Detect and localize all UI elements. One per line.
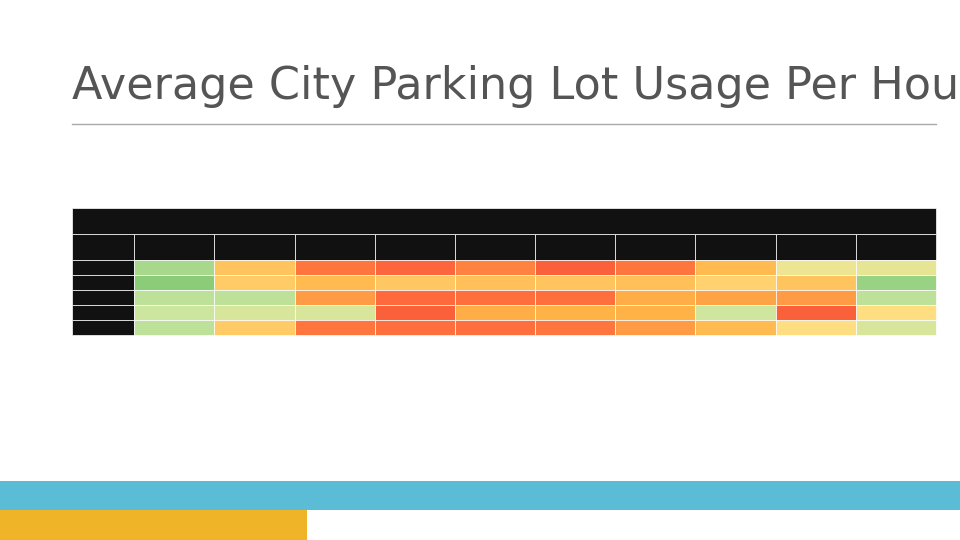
Text: Total: Total: [89, 322, 116, 332]
Text: 6:00 - 6:30 am: 6:00 - 6:30 am: [786, 242, 845, 251]
Text: 80%: 80%: [404, 307, 425, 318]
Text: 53%: 53%: [244, 277, 265, 287]
Text: 61%: 61%: [645, 292, 666, 302]
Text: 55%: 55%: [564, 277, 586, 287]
Text: 56%: 56%: [644, 277, 666, 287]
Text: 27%: 27%: [163, 292, 185, 302]
Text: 73%: 73%: [324, 262, 346, 272]
Text: 60%: 60%: [645, 307, 666, 318]
Text: 65%: 65%: [805, 292, 827, 302]
Text: 34%: 34%: [884, 322, 907, 332]
Text: 80%: 80%: [564, 262, 586, 272]
Text: 63%: 63%: [725, 292, 746, 302]
Text: City Hall: City Hall: [83, 307, 124, 318]
Text: 58%: 58%: [324, 277, 346, 287]
Text: 17%: 17%: [885, 277, 906, 287]
Text: 73%: 73%: [644, 262, 666, 272]
Text: Durkee: Durkee: [85, 262, 121, 272]
Text: 21%: 21%: [163, 262, 185, 272]
Text: 74%: 74%: [484, 322, 507, 332]
Text: 47%: 47%: [885, 307, 906, 318]
Text: 1:00 - 1:30 pm: 1:00 - 1:30 pm: [466, 242, 524, 251]
Text: 74%: 74%: [564, 292, 586, 302]
Text: 27%: 27%: [244, 292, 265, 302]
Text: 8:00 - 8:30 am: 8:00 - 8:30 am: [226, 242, 284, 251]
Text: 73%: 73%: [323, 322, 347, 332]
Text: Average City Parking Lot Usage Per Hour: Average City Parking Lot Usage Per Hour: [72, 65, 960, 108]
Text: 58%: 58%: [724, 322, 747, 332]
Text: 54%: 54%: [404, 277, 425, 287]
Text: 74%: 74%: [403, 322, 426, 332]
Text: 53%: 53%: [243, 322, 266, 332]
Text: Court: Court: [89, 292, 116, 302]
Text: 34%: 34%: [244, 307, 265, 318]
Text: 10:00 - 10:30 am: 10:00 - 10:30 am: [300, 242, 369, 251]
Text: 12:00 - 12:30 pm: 12:00 - 12:30 pm: [380, 242, 449, 251]
Text: 70%: 70%: [484, 262, 506, 272]
Text: 65%: 65%: [644, 322, 667, 332]
Text: 38%: 38%: [885, 262, 906, 272]
Text: 77%: 77%: [404, 262, 425, 272]
Text: 74%: 74%: [484, 292, 506, 302]
Text: 55%: 55%: [244, 262, 265, 272]
Text: 27%: 27%: [162, 322, 186, 332]
Text: 47%: 47%: [804, 322, 828, 332]
Text: 55%: 55%: [804, 277, 827, 287]
Text: 80%: 80%: [805, 307, 827, 318]
Text: 58%: 58%: [725, 262, 746, 272]
Text: 75%: 75%: [404, 292, 425, 302]
Text: Broad: Broad: [89, 277, 117, 287]
Text: 13%: 13%: [163, 277, 185, 287]
Text: 65%: 65%: [324, 292, 346, 302]
Text: 60%: 60%: [564, 307, 586, 318]
Text: 5:00 - 5:30 am: 5:00 - 5:30 am: [145, 242, 204, 251]
Text: 7:00 - 7:30 pm: 7:00 - 7:30 pm: [867, 242, 925, 251]
Text: 3:00 - 3:30 pm: 3:00 - 3:30 pm: [626, 242, 684, 251]
Text: 73%: 73%: [564, 322, 587, 332]
Text: 51%: 51%: [725, 277, 746, 287]
Text: 56%: 56%: [484, 277, 506, 287]
Text: 32%: 32%: [725, 307, 746, 318]
Text: 40%: 40%: [805, 262, 827, 272]
Text: 4:00 - 4:30 pm: 4:00 - 4:30 pm: [707, 242, 765, 251]
Text: 2:00 - 2:30 pm: 2:00 - 2:30 pm: [545, 242, 605, 251]
Text: 34%: 34%: [324, 307, 346, 318]
Text: Average Weekday Utilization of City Parking Lots: Average Weekday Utilization of City Park…: [341, 214, 667, 227]
Text: 31%: 31%: [163, 307, 185, 318]
Text: 27%: 27%: [885, 292, 907, 302]
Text: 61%: 61%: [485, 307, 506, 318]
